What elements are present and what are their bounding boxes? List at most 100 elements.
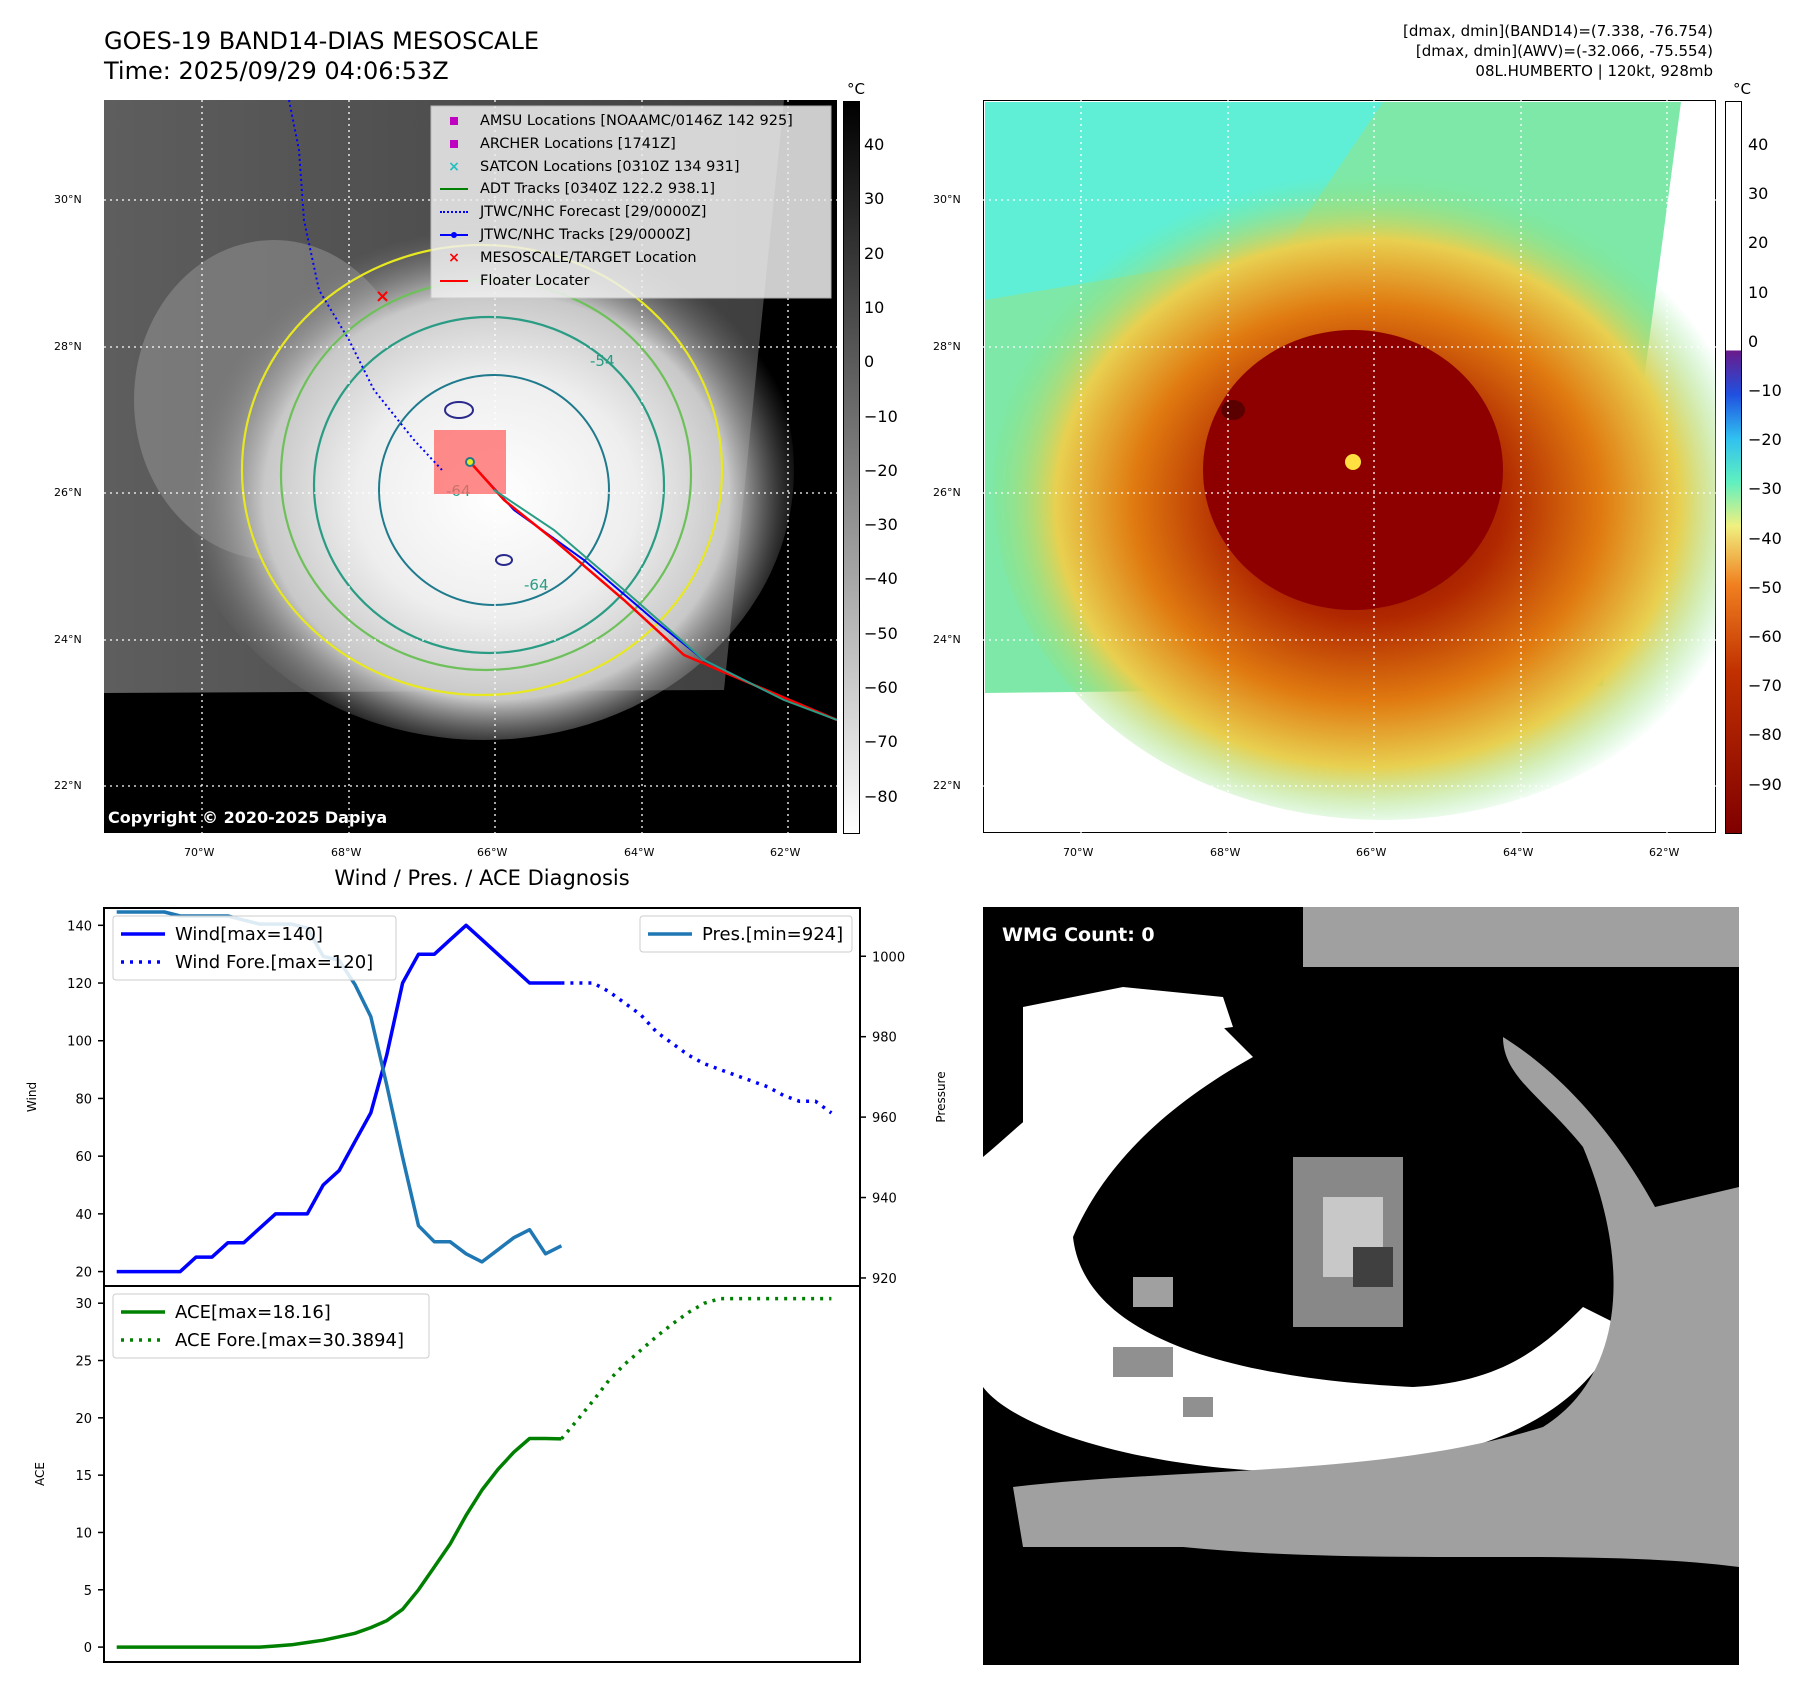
legend-label: SATCON Locations [0310Z 134 931] — [480, 158, 740, 175]
wind-tick-label: 80 — [75, 1092, 92, 1107]
legend-label: Floater Locater — [480, 272, 590, 289]
legend-label: Wind[max=140] — [175, 924, 323, 945]
legend-label: Wind Fore.[max=120] — [175, 952, 373, 973]
pressure-axis-label: Pressure — [934, 1071, 948, 1122]
legend-label: MESOSCALE/TARGET Location — [480, 249, 697, 266]
colorbar-tick-label: 0 — [864, 352, 875, 372]
ace-axis-label: ACE — [33, 1462, 47, 1486]
wmg-count: WMG Count: 0 — [1002, 924, 1155, 946]
lat-tick-label: 28°N — [933, 340, 961, 353]
legend-symbol-icon — [440, 110, 468, 133]
contour-label: -64 — [524, 576, 549, 594]
legend-entry: × MESOSCALE/TARGET Location — [440, 247, 793, 270]
lon-tick-label: 68°W — [331, 846, 362, 859]
ace-legend — [112, 1293, 430, 1359]
lat-tick-label: 22°N — [54, 779, 82, 792]
ace-tick-label: 25 — [75, 1355, 92, 1370]
lon-tick-label: 62°W — [770, 846, 801, 859]
legend-label: ADT Tracks [0340Z 122.2 938.1] — [480, 181, 716, 198]
colorbar-tick-label: 30 — [1748, 184, 1769, 204]
colorbar-right — [1725, 101, 1742, 834]
colorbar-tick-label: −80 — [864, 786, 898, 806]
lon-tick-label: 64°W — [1503, 846, 1534, 859]
ace-tick-label: 30 — [75, 1297, 92, 1312]
pressure-tick-label: 940 — [872, 1192, 897, 1207]
colorbar-tick-label: −70 — [864, 732, 898, 752]
ir-map-right — [983, 100, 1716, 833]
ace-series-line — [116, 1436, 562, 1649]
pressure-tick-label: 1000 — [872, 950, 905, 965]
lat-tick-label: 24°N — [54, 633, 82, 646]
colorbar-unit-left: °C — [847, 80, 865, 98]
colorbar-tick-label: −70 — [1748, 676, 1782, 696]
chart-time: Time: 2025/09/29 04:06:53Z — [104, 57, 449, 85]
lat-tick-label: 24°N — [933, 633, 961, 646]
colorbar-tick-label: −90 — [1748, 774, 1782, 794]
colorbar-tick-label: −50 — [864, 623, 898, 643]
diagnosis-chart: 20 40 60 80 100 120 140 920 940 960 980 1000 0 5 10 15 2… — [25, 907, 948, 1663]
wind-series-line — [116, 923, 562, 1274]
legend-label: ARCHER Locations [1741Z] — [480, 135, 676, 152]
wind-tick-label: 60 — [75, 1150, 92, 1165]
ace-tick-label: 20 — [75, 1412, 92, 1427]
map-legend: AMSU Locations [NOAAMC/0146Z 142 925] ARC… — [440, 110, 793, 292]
colorbar-tick-label: −20 — [1748, 430, 1782, 450]
wind-tick-label: 100 — [67, 1035, 92, 1050]
info-awv: [dmax, dmin](AWV)=(-32.066, -75.554) — [1415, 42, 1713, 60]
lat-tick-label: 22°N — [933, 779, 961, 792]
lon-tick-label: 70°W — [184, 846, 215, 859]
lat-tick-label: 26°N — [54, 486, 82, 499]
colorbar-tick-label: 10 — [1748, 282, 1769, 302]
legend-symbol-icon — [440, 270, 468, 293]
legend-label: Pres.[min=924] — [702, 924, 843, 945]
ace-series-line — [560, 1296, 832, 1441]
pressure-tick-label: 980 — [872, 1031, 897, 1046]
ace-tick-label: 10 — [75, 1526, 92, 1541]
wind-axis-label: Wind — [25, 1082, 39, 1112]
colorbar-tick-label: −10 — [1748, 381, 1782, 400]
legend-entry: Floater Locater — [440, 270, 793, 293]
colorbar-left — [843, 101, 860, 834]
ace-tick-label: 5 — [84, 1584, 92, 1599]
legend-label: ACE[max=18.16] — [175, 1302, 331, 1323]
colorbar-tick-label: 20 — [1748, 233, 1769, 253]
legend-symbol-icon: × — [448, 158, 460, 175]
colorbar-unit-right: °C — [1733, 80, 1751, 98]
ace-tick-label: 0 — [84, 1641, 92, 1656]
pressure-tick-label: 920 — [872, 1272, 897, 1287]
legend-symbol-icon — [440, 133, 468, 156]
colorbar-tick-label: −40 — [1748, 528, 1782, 548]
legend-label: ACE Fore.[max=30.3894] — [175, 1330, 404, 1351]
legend-entry: × SATCON Locations [0310Z 134 931] — [440, 156, 793, 179]
legend-label: JTWC/NHC Tracks [29/0000Z] — [480, 226, 691, 243]
legend-entry: JTWC/NHC Forecast [29/0000Z] — [440, 201, 793, 224]
wind-tick-label: 20 — [75, 1266, 92, 1281]
legend-symbol-icon — [440, 178, 468, 201]
legend-symbol-icon: × — [448, 249, 460, 266]
colorbar-tick-label: −10 — [864, 406, 898, 426]
wind-legend — [112, 915, 397, 981]
lon-tick-label: 68°W — [1210, 846, 1241, 859]
legend-symbol-icon — [440, 224, 468, 247]
wind-tick-label: 120 — [67, 977, 92, 992]
colorbar-tick-label: −40 — [864, 569, 898, 589]
colorbar-tick-label: 10 — [864, 297, 885, 317]
colorbar-tick-label: −60 — [864, 678, 898, 697]
colorbar-tick-label: 20 — [864, 243, 885, 263]
wmg-panel — [983, 907, 1739, 1665]
pressure-tick-label: 960 — [872, 1111, 897, 1126]
lat-tick-label: 30°N — [54, 193, 82, 206]
legend-label: JTWC/NHC Forecast [29/0000Z] — [480, 204, 707, 221]
wind-series-line — [561, 981, 833, 1115]
lon-tick-label: 66°W — [1356, 846, 1387, 859]
ace-axes-frame — [103, 1285, 861, 1663]
colorbar-tick-label: 0 — [1748, 331, 1759, 351]
colorbar-tick-label: −60 — [1748, 627, 1782, 646]
chart-title: GOES-19 BAND14-DIAS MESOSCALE — [104, 27, 540, 55]
ir-map-left: -54 -64 -64 × — [104, 100, 837, 833]
colorbar-tick-label: −80 — [1748, 725, 1782, 745]
colorbar-tick-label: 30 — [864, 189, 885, 209]
lon-tick-label: 62°W — [1649, 846, 1680, 859]
lat-tick-label: 30°N — [933, 193, 961, 206]
legend-entry: ARCHER Locations [1741Z] — [440, 133, 793, 156]
